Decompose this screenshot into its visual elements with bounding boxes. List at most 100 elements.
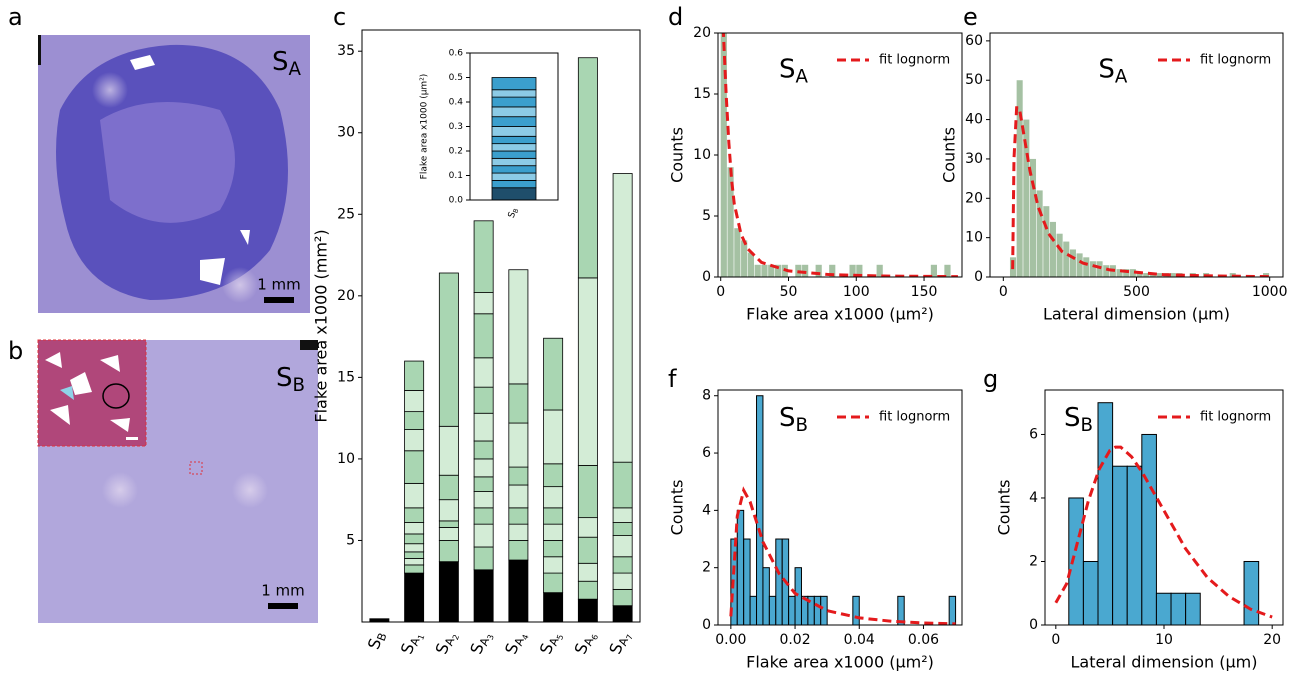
- y-tick-label: 0: [702, 269, 711, 285]
- y-tick-label: 25: [337, 206, 355, 222]
- histogram-bar: [1116, 269, 1123, 277]
- bar-segment: [404, 360, 425, 391]
- x-tick-label: SB: [363, 628, 389, 652]
- bar-segment: [404, 390, 425, 413]
- bar-segment: [473, 458, 494, 478]
- histogram-bar: [768, 595, 777, 625]
- x-tick-label: SA5: [535, 628, 564, 657]
- bar-segment: [543, 540, 564, 558]
- y-tick-label: 15: [693, 86, 711, 102]
- sample-label: SA: [272, 47, 302, 80]
- x-tick-label: 500: [1123, 284, 1150, 300]
- panel-title-main: S: [1064, 403, 1081, 433]
- panel-title-main: S: [1098, 54, 1115, 84]
- histogram-bar: [1083, 257, 1090, 277]
- bar-segment: [473, 440, 494, 460]
- x-tick-label: 0: [716, 284, 725, 300]
- y-tick-label: 40: [965, 112, 983, 128]
- x-tick-label: 150: [911, 284, 938, 300]
- histogram-bar: [1129, 269, 1136, 277]
- x-axis-label: Lateral dimension (μm): [1071, 653, 1258, 672]
- y-tick-label: 30: [337, 125, 355, 141]
- bar-segment: [473, 412, 494, 442]
- plot-area: [729, 395, 957, 625]
- x-tick-label-sub2: 2: [450, 633, 460, 641]
- x-tick-label-sub2: 5: [555, 633, 565, 641]
- bar-segment: [491, 165, 537, 174]
- x-tick-label: 0.02: [779, 632, 810, 648]
- bar-segment: [543, 507, 564, 525]
- bar-segment: [404, 522, 425, 535]
- panel-letter: b: [8, 337, 23, 365]
- y-axis-label: Flake area x1000 (μm²): [420, 74, 430, 180]
- panel-letter: a: [8, 3, 23, 31]
- x-tick-label: 0: [999, 284, 1008, 300]
- x-tick-label-sub: A: [477, 636, 492, 648]
- legend-label: fit lognorm: [879, 53, 950, 68]
- y-tick-label: 5: [702, 208, 711, 224]
- bar-segment: [612, 605, 633, 623]
- histogram-bar: [944, 264, 951, 277]
- panel-letter: e: [963, 3, 978, 31]
- histogram-bar: [1063, 241, 1070, 277]
- bar-segment: [543, 572, 564, 594]
- panel-letter: c: [333, 3, 346, 31]
- sample-label: SB: [276, 363, 305, 396]
- sample-label-main: S: [272, 47, 289, 77]
- y-axis-label: Flake area x1000 (mm²): [312, 229, 331, 422]
- bar-segment: [508, 466, 529, 486]
- histogram-bar: [930, 264, 937, 277]
- histogram-bar: [1076, 253, 1083, 277]
- y-tick-label: 20: [693, 25, 711, 41]
- axes-frame: [361, 29, 641, 623]
- histogram-bar: [754, 264, 761, 277]
- panel-title: SA: [779, 54, 809, 87]
- x-tick-label: 0.00: [715, 632, 746, 648]
- x-axis-label: Lateral dimension (μm): [1043, 305, 1230, 324]
- histogram-bar: [1136, 273, 1143, 277]
- bar-segment: [438, 561, 459, 623]
- histogram-bar: [1126, 465, 1143, 625]
- bar-segment: [612, 507, 633, 523]
- y-axis-label: Counts: [668, 127, 687, 183]
- x-tick-label: SA3: [466, 628, 495, 657]
- bar-segment: [438, 540, 459, 563]
- x-tick-label-sub: A: [547, 636, 562, 648]
- bar-segment: [543, 523, 564, 541]
- y-tick-label: 10: [693, 147, 711, 163]
- x-tick-label-sub: A: [512, 636, 527, 648]
- histogram-bar: [815, 264, 822, 277]
- histogram-bar: [1069, 249, 1076, 277]
- bar-segment: [612, 173, 633, 463]
- x-axis-label: Flake area x1000 (μm²): [746, 653, 934, 672]
- histogram-bar: [1056, 233, 1063, 277]
- x-tick-label: 20: [1263, 632, 1281, 648]
- bar-segment: [404, 482, 425, 509]
- histogram-bar: [897, 595, 905, 625]
- histogram-bar: [1049, 221, 1056, 277]
- y-tick-label: 0.4: [449, 98, 464, 108]
- y-tick-label: 4: [1029, 490, 1038, 506]
- bar-segment: [543, 463, 564, 488]
- panel-letter: d: [668, 3, 683, 31]
- bar-segment: [491, 126, 537, 137]
- histogram-bar: [1029, 158, 1037, 277]
- bar-segment: [438, 272, 459, 427]
- x-tick-label-sub2: 7: [624, 633, 634, 641]
- bar-segment: [491, 150, 537, 159]
- bar-segment: [543, 556, 564, 574]
- plot-area: [1009, 80, 1270, 277]
- axes-frame: [717, 389, 963, 626]
- y-tick-label: 6: [702, 445, 711, 461]
- bar-segment: [404, 533, 425, 545]
- y-tick-label: 0.5: [449, 73, 463, 83]
- bar-segment: [473, 476, 494, 492]
- bar-segment: [404, 543, 425, 553]
- sample-label-sub: B: [293, 375, 305, 396]
- histogram-bar: [1156, 273, 1163, 277]
- x-tick-label: SB: [506, 206, 520, 219]
- histogram-bar: [761, 264, 768, 277]
- y-tick-label: 10: [337, 451, 355, 467]
- y-tick-label: 0.1: [449, 171, 463, 181]
